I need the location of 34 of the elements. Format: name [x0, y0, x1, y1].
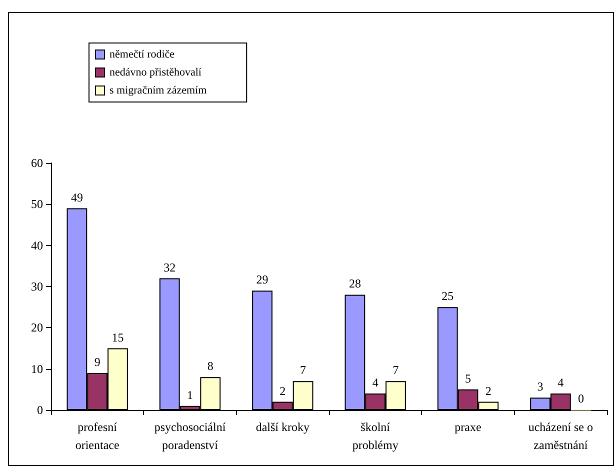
data-label: 7	[300, 363, 306, 378]
y-tick-label: 0	[37, 403, 43, 417]
y-tick-label: 40	[31, 238, 43, 252]
x-tick-label: profesní orientace	[75, 420, 120, 452]
y-tick-label: 60	[31, 156, 43, 170]
data-label: 5	[465, 371, 471, 386]
data-label: 25	[442, 289, 454, 304]
data-label: 0	[578, 392, 584, 406]
data-label: 2	[485, 384, 492, 398]
y-tick-label: 30	[31, 280, 43, 294]
legend-label: nedávno přistěhovalí	[110, 66, 202, 78]
data-label: 1	[187, 388, 193, 402]
y-tick-label: 50	[31, 197, 43, 212]
data-label: 15	[112, 330, 124, 344]
x-tick-label: školní problémy	[352, 420, 398, 452]
y-tick-label: 20	[31, 320, 43, 335]
data-label: 3	[537, 380, 544, 394]
y-tick-label: 10	[31, 362, 43, 376]
x-tick-label: ucházení se o zaměstnání	[528, 420, 593, 452]
data-label: 4	[372, 376, 378, 390]
data-label: 7	[392, 363, 399, 378]
data-label: 9	[94, 354, 100, 369]
data-label: 8	[207, 359, 214, 374]
x-tick-label: psychosociální poradenství	[154, 420, 226, 452]
data-label: 4	[558, 376, 564, 390]
data-label: 49	[70, 190, 83, 204]
x-tick-label: praxe	[454, 420, 482, 434]
data-label: 29	[256, 272, 268, 287]
data-label: 2	[280, 384, 286, 398]
data-label: 28	[348, 276, 361, 291]
legend-label: s migračním zázemím	[110, 84, 208, 96]
data-label: 32	[164, 260, 176, 274]
x-tick-label: další kroky	[256, 420, 310, 434]
legend-label: němečtí rodiče	[110, 48, 175, 60]
